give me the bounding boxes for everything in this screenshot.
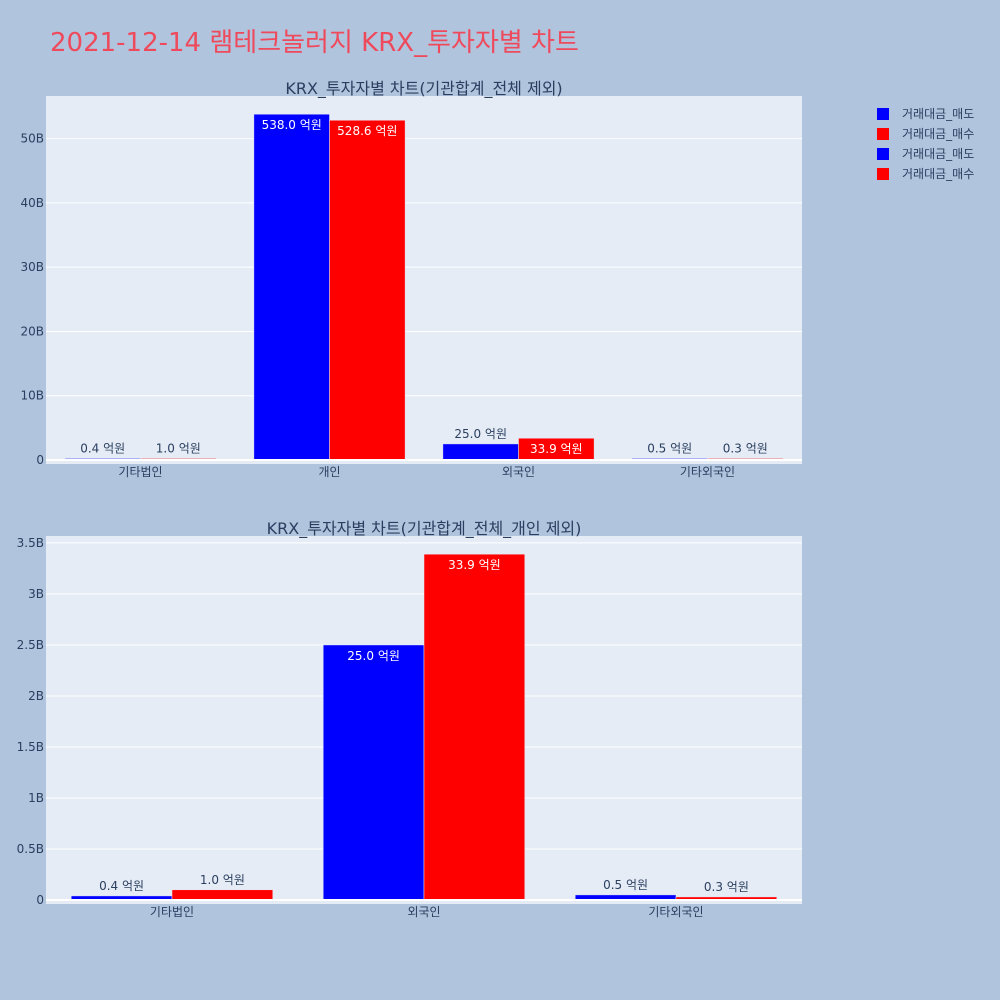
bar[interactable] (171, 889, 274, 901)
legend-item[interactable]: 거래대금_매수 (877, 127, 974, 141)
data-label: 0.5 억원 (647, 442, 692, 456)
y-tick-label: 0.5B (17, 842, 44, 856)
y-tick-label: 30B (20, 260, 44, 274)
chart-title: KRX_투자자별 차트(기관합계_전체_개인 제외) (267, 519, 582, 539)
data-label: 1.0 억원 (156, 442, 201, 456)
y-tick-label: 2B (28, 689, 44, 703)
bar[interactable] (442, 443, 519, 461)
bar[interactable] (329, 119, 406, 461)
y-tick-label: 50B (20, 132, 44, 146)
legend-label: 거래대금_매수 (902, 167, 974, 181)
data-label: 1.0 억원 (200, 873, 245, 887)
chart-2: 0 0.5B 1B 1.5B 2B 2.5B 3B 3.5B 기타법인 0.4 억원 1.0 억원외… (17, 519, 802, 919)
legend-swatch (877, 168, 889, 180)
page-title: 2021-12-14 램테크놀러지 KRX_투자자별 차트 (50, 28, 579, 58)
data-label: 538.0 억원 (262, 118, 322, 132)
y-tick-label: 2.5B (17, 638, 44, 652)
y-tick-label: 20B (20, 324, 44, 338)
x-tick-label: 개인 (318, 465, 340, 479)
data-label: 33.9 억원 (530, 442, 583, 456)
data-label: 0.3 억원 (704, 880, 749, 894)
y-tick-label: 3.5B (17, 536, 44, 550)
data-label: 25.0 억원 (454, 427, 507, 441)
y-tick-label: 3B (28, 587, 44, 601)
bar[interactable] (423, 553, 526, 901)
x-tick-label: 기타법인 (150, 905, 194, 919)
data-label: 0.4 억원 (80, 442, 125, 456)
y-tick-label: 10B (20, 389, 44, 403)
data-label: 25.0 억원 (347, 649, 400, 663)
x-tick-label: 기타외국인 (680, 465, 735, 479)
data-label: 528.6 억원 (337, 124, 397, 138)
y-tick-label: 1B (28, 791, 44, 805)
legend-swatch (877, 108, 889, 120)
legend-item[interactable]: 거래대금_매수 (877, 167, 974, 181)
y-tick-label: 0 (36, 453, 44, 467)
chart-title: KRX_투자자별 차트(기관합계_전체 제외) (285, 79, 562, 99)
x-tick-label: 기타법인 (118, 465, 162, 479)
data-label: 33.9 억원 (448, 558, 501, 572)
legend-label: 거래대금_매도 (902, 107, 974, 121)
data-label: 0.3 억원 (723, 442, 768, 456)
legend-item[interactable]: 거래대금_매도 (877, 107, 974, 121)
legend-swatch (877, 128, 889, 140)
x-tick-label: 기타외국인 (648, 905, 703, 919)
data-label: 0.5 억원 (603, 878, 648, 892)
legend-item[interactable]: 거래대금_매도 (877, 147, 974, 161)
legend-swatch (877, 148, 889, 160)
x-tick-label: 외국인 (502, 465, 535, 479)
y-tick-label: 40B (20, 196, 44, 210)
bar[interactable] (322, 644, 425, 901)
x-tick-label: 외국인 (407, 905, 440, 919)
plot-area (46, 96, 802, 464)
y-tick-label: 0 (36, 893, 44, 907)
data-label: 0.4 억원 (99, 879, 144, 893)
y-tick-label: 1.5B (17, 740, 44, 754)
legend-label: 거래대금_매수 (902, 127, 974, 141)
bar[interactable] (253, 113, 330, 461)
legend-label: 거래대금_매도 (902, 147, 974, 161)
